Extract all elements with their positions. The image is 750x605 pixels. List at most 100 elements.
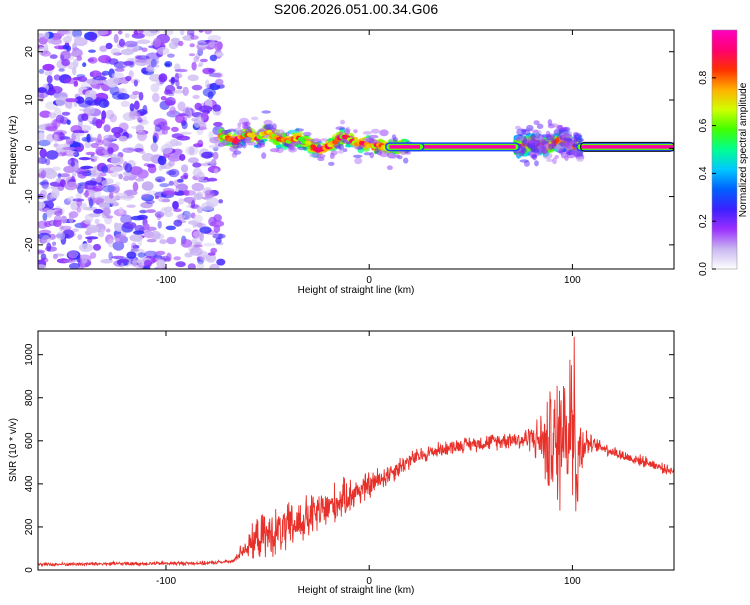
noise-speckle xyxy=(122,221,137,230)
noise-speckle xyxy=(145,67,156,72)
noise-speckle xyxy=(188,146,195,155)
spectral-halo xyxy=(362,131,372,135)
noise-speckle xyxy=(39,86,46,90)
noise-speckle xyxy=(60,54,65,61)
noise-speckle xyxy=(70,157,75,162)
noise-speckle xyxy=(59,179,66,188)
noise-speckle xyxy=(196,191,204,200)
noise-speckle xyxy=(41,183,50,191)
noise-speckle xyxy=(171,126,179,132)
noise-speckle xyxy=(40,169,47,179)
noise-speckle xyxy=(198,105,213,113)
noise-speckle xyxy=(84,141,92,149)
noise-speckle xyxy=(169,153,179,159)
noise-speckle xyxy=(86,224,100,234)
spectral-halo xyxy=(353,154,363,158)
noise-speckle xyxy=(177,178,184,183)
noise-speckle xyxy=(88,198,94,208)
colorbar-tick-label: 0.2 xyxy=(698,214,709,228)
spectral-halo xyxy=(518,150,525,157)
spectral-halo xyxy=(337,150,345,154)
noise-speckle xyxy=(141,152,155,162)
noise-speckle xyxy=(210,158,217,168)
noise-speckle xyxy=(67,103,73,110)
noise-speckle xyxy=(63,150,78,157)
snr-x-ticks: -100 0 100 xyxy=(156,331,581,587)
noise-speckle xyxy=(55,144,70,153)
noise-speckle xyxy=(183,210,192,221)
noise-speckle xyxy=(40,50,51,57)
spectral-halo xyxy=(521,129,531,136)
noise-speckle xyxy=(53,216,63,221)
noise-speckle xyxy=(212,104,222,112)
spectral-halo xyxy=(389,154,399,159)
noise-speckle xyxy=(143,223,150,230)
noise-speckle xyxy=(204,79,210,89)
noise-speckle xyxy=(41,235,51,244)
spectral-blob xyxy=(555,137,560,144)
noise-speckle xyxy=(110,155,124,166)
noise-speckle xyxy=(105,215,114,219)
noise-speckle xyxy=(75,193,82,199)
noise-speckle xyxy=(141,193,151,198)
noise-speckle xyxy=(184,105,191,116)
y-tick-label: 0 xyxy=(24,145,35,151)
noise-speckle xyxy=(215,237,222,244)
noise-speckle xyxy=(50,38,62,45)
colorbar-ticks: 0.0 0.2 0.4 0.6 0.8 xyxy=(698,70,716,276)
noise-speckle xyxy=(67,196,75,203)
spectral-halo xyxy=(312,152,322,159)
y-tick-label: 600 xyxy=(24,432,35,449)
spectral-halo xyxy=(552,157,557,165)
noise-speckle xyxy=(115,181,121,186)
noise-speckle xyxy=(173,256,181,261)
noise-speckle xyxy=(88,49,96,53)
noise-speckle xyxy=(139,209,148,214)
noise-speckle xyxy=(180,239,192,248)
noise-speckle xyxy=(207,91,214,99)
spectral-halo xyxy=(250,116,259,121)
noise-speckle xyxy=(117,30,123,35)
noise-speckle xyxy=(63,165,76,173)
colorbar-gradient xyxy=(712,30,737,269)
spectral-halo xyxy=(317,156,325,162)
noise-speckle xyxy=(196,206,204,214)
noise-speckle xyxy=(197,64,203,67)
noise-speckle xyxy=(208,68,216,73)
spectral-halo xyxy=(535,132,540,137)
noise-speckle xyxy=(111,126,124,135)
noise-speckle xyxy=(107,147,114,155)
noise-speckle xyxy=(201,202,215,211)
noise-speckle xyxy=(168,180,174,186)
noise-speckle xyxy=(41,179,49,189)
noise-speckle xyxy=(199,232,204,242)
noise-speckle xyxy=(215,111,221,116)
noise-speckle xyxy=(173,219,183,227)
noise-speckle xyxy=(38,249,45,254)
noise-speckle xyxy=(135,264,144,269)
spectral-halo xyxy=(530,146,540,153)
spectral-halo xyxy=(237,122,242,128)
noise-speckle xyxy=(170,76,176,84)
noise-speckle xyxy=(137,130,146,138)
noise-speckle xyxy=(139,150,146,154)
noise-speckle xyxy=(84,97,94,105)
noise-speckle xyxy=(130,215,145,221)
spectral-halo xyxy=(264,123,274,131)
noise-speckle xyxy=(74,96,85,104)
noise-speckle xyxy=(42,212,48,221)
noise-speckle xyxy=(120,262,125,269)
noise-speckle xyxy=(133,79,138,87)
noise-speckle xyxy=(157,220,162,229)
noise-speckle xyxy=(95,84,101,90)
noise-speckle xyxy=(129,103,135,112)
noise-speckle xyxy=(108,58,119,65)
noise-speckle xyxy=(133,100,140,110)
noise-speckle xyxy=(108,251,113,261)
noise-speckle xyxy=(93,208,104,214)
y-tick-label: -10 xyxy=(24,189,35,204)
noise-speckle xyxy=(85,151,96,156)
noise-speckle xyxy=(51,166,61,171)
spectral-halo xyxy=(534,160,539,167)
